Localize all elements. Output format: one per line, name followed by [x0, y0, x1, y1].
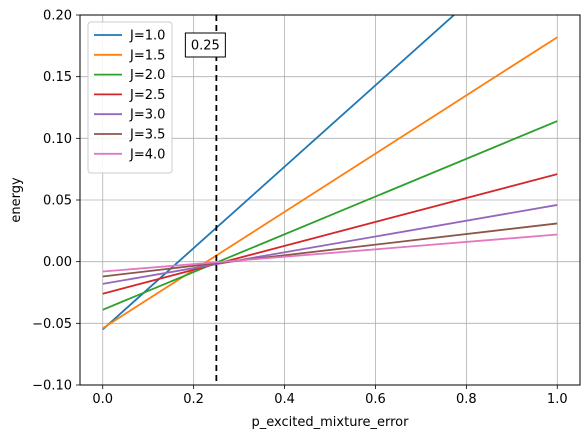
series-line-J=3.0	[102, 204, 558, 285]
series-line-J=1.5	[102, 36, 558, 330]
legend-label: J=2.0	[129, 68, 165, 83]
series-group	[102, 15, 558, 331]
y-tick-label: 0.05	[43, 194, 72, 209]
x-tick-label: 0.8	[456, 392, 477, 407]
x-tick-label: 0.4	[274, 392, 295, 407]
y-tick-label: 0.10	[43, 132, 72, 147]
ticks: 0.0 0.2 0.4 0.6 0.8 1.0 −0.10 −0.05 0.00 0.05 0.10…	[32, 9, 567, 408]
y-axis-label: energy	[9, 177, 24, 223]
series-line-J=3.5	[102, 222, 558, 278]
x-tick-label: 1.0	[547, 392, 568, 407]
annotation-box	[184, 32, 226, 58]
legend-label: J=1.5	[129, 48, 165, 63]
y-tick-label: −0.05	[32, 317, 72, 332]
series-line-J=2.5	[102, 173, 558, 295]
annotation: 0.25	[184, 15, 226, 385]
series-line-J=1.0	[102, 15, 456, 331]
y-tick-label: 0.20	[43, 9, 72, 24]
x-tick-label: 0.0	[92, 392, 113, 407]
x-axis-label: p_excited_mixture_error	[252, 415, 410, 430]
legend-label: J=2.5	[129, 88, 165, 103]
series-line-J=4.0	[102, 233, 558, 273]
legend-label: J=1.0	[129, 29, 165, 44]
series-line-J=2.0	[102, 120, 558, 311]
y-tick-label: −0.10	[32, 379, 72, 394]
annotation-label: 0.25	[191, 39, 220, 54]
legend-box	[87, 21, 173, 174]
x-tick-label: 0.2	[183, 392, 204, 407]
legend-label: J=3.5	[129, 128, 165, 143]
legend-label: J=3.0	[129, 108, 165, 123]
y-tick-label: 0.00	[43, 255, 72, 270]
x-tick-label: 0.6	[365, 392, 386, 407]
grid	[80, 14, 580, 386]
legend-label: J=4.0	[129, 147, 165, 162]
y-tick-label: 0.15	[43, 70, 72, 85]
legend: J=1.0 J=1.5 J=2.0 J=2.5 J=3.0 J=3.5 J=4.0	[87, 21, 173, 174]
